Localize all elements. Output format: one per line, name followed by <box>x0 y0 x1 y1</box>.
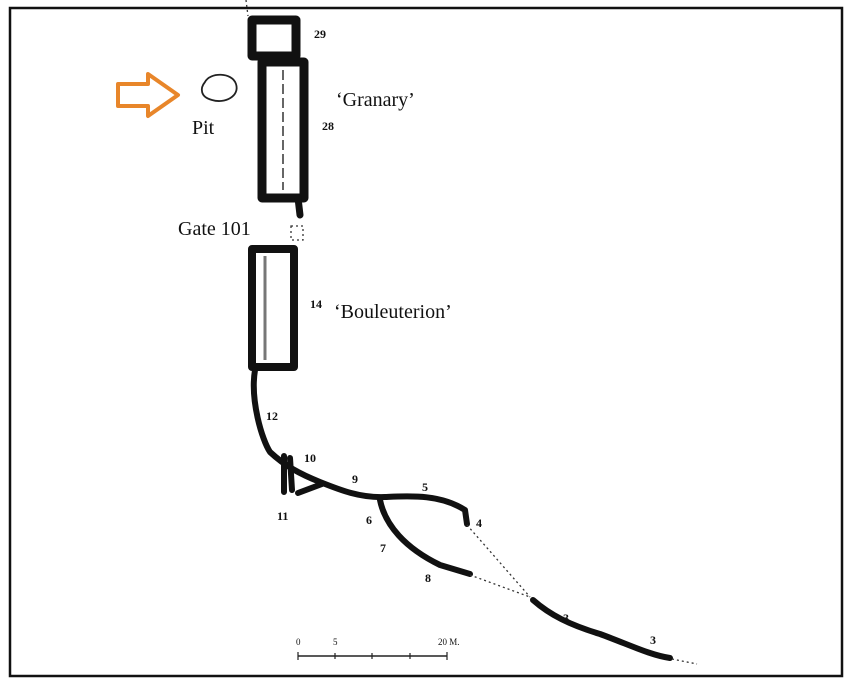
scale-bar: 0 5 20 M. <box>296 637 460 660</box>
wall-11 <box>281 453 325 496</box>
gate-101 <box>290 225 304 241</box>
label: 11 <box>277 509 288 523</box>
label: 10 <box>304 451 316 465</box>
label: 3 <box>563 611 569 625</box>
granary-wall <box>294 194 304 219</box>
label: Gate 101 <box>178 218 251 240</box>
dotted-wall <box>671 658 698 665</box>
label: 4 <box>476 516 482 530</box>
scale-label: 0 <box>296 637 301 647</box>
city-wall <box>530 597 673 661</box>
label: 28 <box>322 119 334 133</box>
label: ‘Granary’ <box>336 89 415 111</box>
bouleuterion-building <box>248 245 298 371</box>
label: 8 <box>425 571 431 585</box>
scale-ticks <box>297 652 448 660</box>
label: 6 <box>366 513 372 527</box>
label: 5 <box>422 480 428 494</box>
label: 9 <box>352 472 358 486</box>
arrow <box>116 72 180 118</box>
label: ‘Bouleuterion’ <box>334 301 452 323</box>
building-29 <box>247 15 301 61</box>
city-wall <box>377 497 473 577</box>
label: Pit <box>192 117 215 139</box>
dotted-wall <box>466 524 531 598</box>
granary-building <box>257 57 309 203</box>
frame <box>8 6 844 678</box>
scale-label: 5 <box>333 637 338 647</box>
scale-label: 20 M. <box>438 637 460 647</box>
label: 3 <box>650 633 656 647</box>
label: 12 <box>266 409 278 423</box>
label: 29 <box>314 27 326 41</box>
label: 7 <box>380 541 386 555</box>
label: 14 <box>310 297 322 311</box>
pit-outline <box>200 73 238 102</box>
